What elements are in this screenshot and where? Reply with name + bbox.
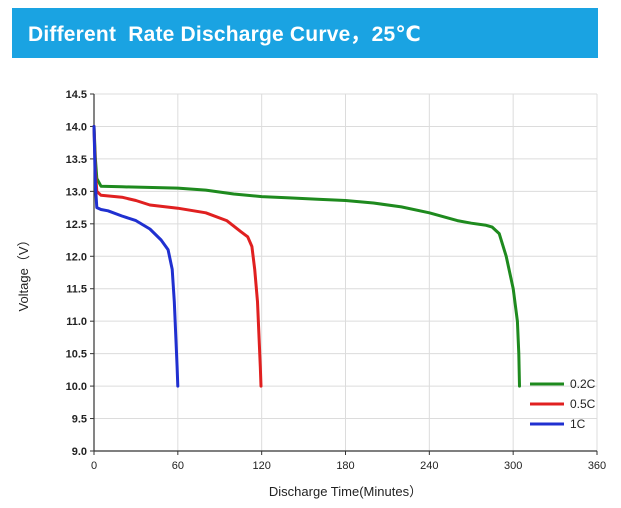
x-tick-label: 240 (420, 460, 438, 472)
y-tick-label: 12.5 (66, 219, 87, 231)
legend: 0.2C 0.5C 1C (530, 377, 596, 431)
y-tick-label: 13.0 (66, 186, 87, 198)
y-tick-label: 11.5 (66, 284, 87, 296)
legend-label-1C: 1C (570, 417, 586, 431)
title-banner: Different Rate Discharge Curve，25℃ (12, 8, 598, 58)
y-tick-label: 9.5 (72, 414, 87, 426)
grid (93, 93, 598, 452)
y-tick-label: 10.5 (66, 349, 87, 361)
series-lines (92, 125, 521, 388)
series-line-0.5C (92, 125, 263, 388)
y-tick-label: 14.0 (66, 121, 87, 133)
legend-label-0.2C: 0.2C (570, 377, 596, 391)
y-tick-label: 14.5 (66, 89, 87, 101)
x-tick-label: 0 (91, 460, 97, 472)
x-tick-label: 360 (588, 460, 606, 472)
series-line-1C (92, 125, 180, 388)
x-tick-label: 120 (252, 460, 270, 472)
y-tick-label: 9.0 (72, 446, 87, 458)
y-tick-label: 13.5 (66, 154, 87, 166)
y-axis-ticks: 9.0 9.5 10.0 10.5 11.0 11.5 12.0 12.5 13.0 13.5 14… (66, 89, 94, 458)
x-axis-ticks: 0 60 120 180 240 300 360 (91, 451, 606, 472)
legend-label-0.5C: 0.5C (570, 397, 596, 411)
x-axis-label: Discharge Time(Minutes） (269, 484, 422, 499)
y-tick-label: 12.0 (66, 251, 87, 263)
x-tick-label: 60 (172, 460, 184, 472)
x-tick-label: 180 (336, 460, 354, 472)
y-tick-label: 10.0 (66, 381, 87, 393)
x-tick-label: 300 (504, 460, 522, 472)
chart-title: Different Rate Discharge Curve，25℃ (28, 23, 422, 46)
series-line-0.2C (92, 125, 521, 388)
y-axis-label: Voltage（V） (16, 233, 31, 311)
y-tick-label: 11.0 (66, 316, 87, 328)
